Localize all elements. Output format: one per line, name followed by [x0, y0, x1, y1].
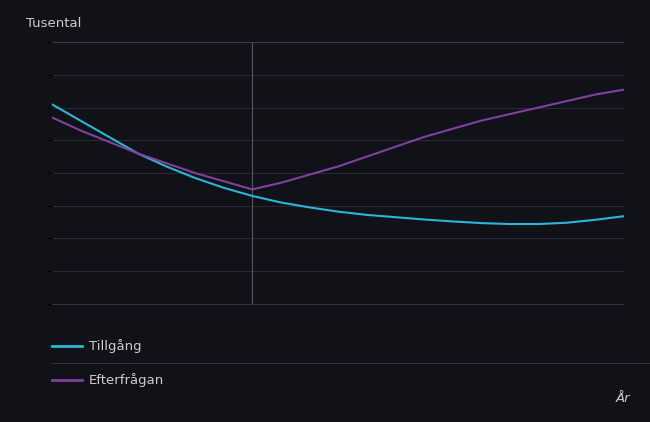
Text: Tusental: Tusental	[26, 17, 81, 30]
Text: Efterfrågan: Efterfrågan	[89, 373, 164, 387]
Text: År: År	[616, 392, 630, 405]
Text: Tillgång: Tillgång	[89, 339, 142, 353]
